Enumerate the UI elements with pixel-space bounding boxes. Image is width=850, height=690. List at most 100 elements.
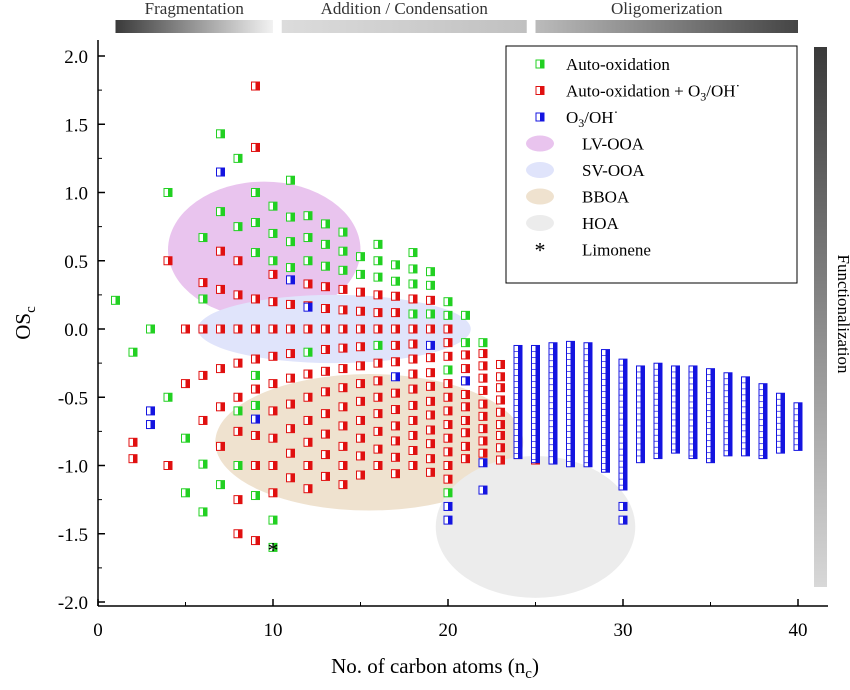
marker-fill (623, 516, 627, 525)
point (216, 364, 225, 374)
y-tick-label: -1.5 (58, 525, 88, 546)
column-fill (728, 372, 732, 456)
point (233, 406, 243, 416)
marker-fill (220, 247, 225, 256)
marker-fill (203, 416, 207, 425)
point (286, 237, 295, 247)
marker-fill (273, 406, 277, 415)
point (443, 420, 453, 430)
marker-fill (343, 344, 347, 353)
point (356, 342, 365, 352)
legend: Auto-oxidation Auto-oxidation + O3/OH·O3/… (505, 45, 798, 284)
point (356, 269, 365, 279)
point (233, 324, 243, 334)
oligomer-column (671, 365, 680, 454)
point (251, 354, 260, 364)
point (496, 407, 505, 417)
marker-fill (413, 431, 417, 440)
legend-label: O3/OH· (566, 106, 618, 130)
y-tick-label: -0.5 (58, 388, 88, 409)
marker-fill (273, 352, 277, 361)
band-1 (281, 20, 527, 33)
column-fill (518, 345, 522, 459)
column-fill (710, 368, 715, 463)
point (198, 415, 208, 425)
marker-fill (325, 219, 330, 228)
marker-fill (395, 292, 400, 301)
point (391, 421, 400, 431)
point (233, 222, 243, 232)
marker-fill (220, 207, 225, 216)
point (338, 421, 348, 431)
marker-fill (500, 360, 505, 369)
marker-fill (483, 386, 487, 395)
marker-fill (308, 416, 312, 425)
point (356, 287, 365, 297)
marker-fill (255, 461, 260, 470)
y-tick-label: 1.0 (64, 184, 88, 205)
point (426, 309, 435, 319)
marker-fill (220, 480, 225, 489)
marker-fill (343, 364, 347, 373)
point (426, 396, 435, 406)
marker-fill (483, 458, 487, 467)
point (233, 153, 243, 163)
marker-fill (325, 387, 330, 396)
marker-fill (255, 415, 260, 424)
column-fill (605, 349, 610, 473)
point (408, 248, 418, 258)
point (198, 507, 208, 517)
point (408, 264, 418, 274)
marker-fill (430, 468, 435, 477)
marker-fill (308, 211, 312, 220)
marker-fill (203, 371, 207, 380)
marker-fill (448, 393, 452, 402)
functionalization-gradient (814, 47, 827, 587)
point (426, 381, 435, 391)
point (426, 410, 435, 420)
marker-fill (465, 416, 470, 425)
marker-fill (273, 256, 277, 265)
point (338, 461, 348, 470)
oligomer-column (688, 365, 698, 460)
point (478, 385, 488, 395)
point (373, 426, 383, 436)
marker-fill (133, 454, 137, 463)
point (198, 370, 208, 380)
point (496, 359, 505, 369)
marker-fill (325, 409, 330, 418)
point (426, 368, 435, 378)
point (338, 343, 348, 353)
marker-fill (465, 454, 470, 463)
point (251, 188, 260, 197)
band-label: Fragmentation (145, 0, 245, 18)
marker-fill (325, 240, 330, 249)
column-fill (763, 383, 767, 459)
marker-fill (430, 397, 435, 406)
point (268, 269, 278, 279)
marker-fill (360, 471, 365, 480)
marker-fill (378, 409, 382, 418)
oligomer-column (531, 344, 540, 464)
marker-fill (238, 290, 242, 299)
marker-fill (395, 372, 400, 381)
point (233, 290, 243, 300)
marker-fill (255, 294, 260, 303)
marker-fill (395, 260, 400, 269)
marker-fill (395, 469, 400, 478)
point (216, 441, 225, 451)
point (391, 452, 400, 462)
marker-fill (308, 233, 312, 242)
column-fill (640, 365, 645, 463)
point (408, 279, 418, 289)
marker-fill (220, 129, 225, 138)
marker-fill (395, 405, 400, 414)
point (373, 340, 383, 350)
legend-box (505, 45, 798, 284)
point (356, 306, 365, 316)
point (268, 297, 278, 307)
point (478, 411, 488, 421)
point (391, 405, 400, 415)
point (408, 384, 418, 394)
